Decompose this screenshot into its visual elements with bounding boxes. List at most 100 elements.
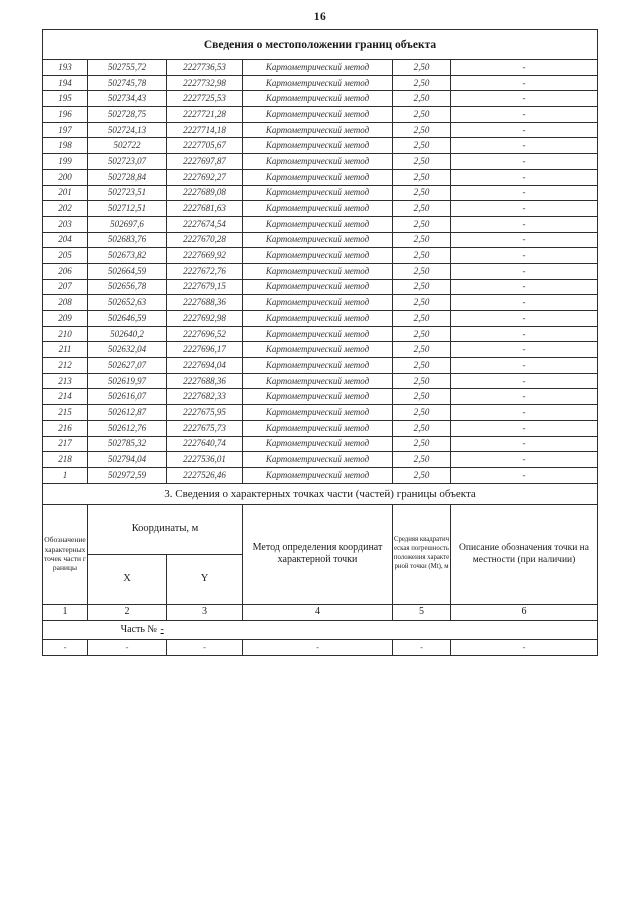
boundary-point-row: 196 502728,75 2227721,28 Картометрический м… — [42, 106, 599, 123]
table-cell: Картометрический метод — [242, 294, 393, 311]
table-cell: 213 — [42, 372, 88, 390]
table-cell: Картометрический метод — [242, 247, 393, 264]
table-cell: - — [242, 638, 393, 656]
boundary-point-row: 218 502794,04 2227536,01 Картометрический м… — [42, 451, 599, 468]
table-cell: - — [449, 294, 599, 311]
table-cell: Картометрический метод — [242, 451, 393, 468]
table-cell: Картометрический метод — [242, 372, 393, 390]
boundary-point-row: 217 502785,32 2227640,74 Картометрический м… — [42, 435, 599, 453]
table-cell: 2,50 — [392, 74, 451, 92]
table-cell: - — [449, 231, 599, 249]
part-label: Часть № — [120, 624, 157, 636]
table-cell: - — [449, 247, 599, 264]
table-cell: Картометрический метод — [242, 404, 393, 421]
table-cell: - — [449, 121, 599, 139]
table-cell: Картометрический метод — [242, 466, 393, 484]
table-cell: 2,50 — [392, 357, 451, 374]
table-cell: - — [449, 106, 599, 123]
table-cell: Картометрический метод — [242, 419, 393, 437]
table-cell: 2,50 — [392, 341, 451, 359]
table-cell: - — [449, 168, 599, 186]
table-cell: - — [449, 419, 599, 437]
table-cell: 502619,97 — [87, 372, 167, 390]
table-cell: Картометрический метод — [242, 278, 393, 296]
table-cell: Картометрический метод — [242, 388, 393, 406]
column-number: 5 — [392, 603, 451, 621]
table-cell: Картометрический метод — [242, 153, 393, 170]
table-cell: 502724,13 — [87, 121, 167, 139]
column-number-row: 1 2 3 4 5 6 — [42, 603, 599, 621]
table-cell: Картометрический метод — [242, 215, 393, 233]
header-description: Описание обозначения точки на местности … — [449, 503, 599, 605]
page-number: 16 — [313, 11, 327, 23]
table-cell: 2227714,18 — [166, 121, 243, 139]
table-cell: 1 — [42, 466, 88, 484]
table-cell: 2,50 — [392, 184, 451, 202]
table-cell: 2227681,63 — [166, 200, 243, 217]
table-cell: - — [449, 388, 599, 406]
boundary-table: Сведения о местоположении границ объекта… — [41, 29, 599, 656]
table-cell: 2227694,04 — [166, 357, 243, 374]
table-cell: 2227696,17 — [166, 341, 243, 359]
table-cell: - — [449, 372, 599, 390]
table-cell: 2,50 — [392, 404, 451, 421]
table-cell: 502697,6 — [87, 215, 167, 233]
table-cell: 502723,51 — [87, 184, 167, 202]
table-cell: Картометрический метод — [242, 310, 393, 327]
boundary-point-row: 1 502972,59 2227526,46 Картометрический мет… — [42, 466, 599, 484]
table-cell: 502612,76 — [87, 419, 167, 437]
boundary-point-row: 195 502734,43 2227725,53 Картометрический м… — [42, 90, 599, 108]
table-cell: 217 — [42, 435, 88, 453]
table-cell: - — [449, 184, 599, 202]
table-cell: 2,50 — [392, 466, 451, 484]
table-cell: - — [449, 215, 599, 233]
table-cell: - — [392, 638, 451, 656]
table-cell: 502734,43 — [87, 90, 167, 108]
column-number: 6 — [449, 603, 599, 621]
table-cell: 211 — [42, 341, 88, 359]
boundary-point-row: 198 502722 2227705,67 Картометрический мето… — [42, 137, 599, 155]
part-label-wrap: Часть № - — [44, 624, 243, 636]
table-cell: 2,50 — [392, 137, 451, 155]
table-cell: - — [449, 200, 599, 217]
table-cell: 502616,07 — [87, 388, 167, 406]
table-cell: 202 — [42, 200, 88, 217]
table-cell: Картометрический метод — [242, 341, 393, 359]
boundary-point-row: 212 502627,07 2227694,04 Картометрический м… — [42, 357, 599, 374]
table-cell: 212 — [42, 357, 88, 374]
table-cell: - — [449, 357, 599, 374]
table-cell: 2227692,27 — [166, 168, 243, 186]
boundary-point-row: 206 502664,59 2227672,76 Картометрический м… — [42, 262, 599, 280]
boundary-point-row: 216 502612,76 2227675,73 Картометрический м… — [42, 419, 599, 437]
table-cell: Картометрический метод — [242, 90, 393, 108]
table-cell: 2227732,98 — [166, 74, 243, 92]
part-row: Часть № - — [41, 619, 599, 640]
table-cell: - — [449, 278, 599, 296]
table-cell: 206 — [42, 262, 88, 280]
table-cell: 502972,59 — [87, 466, 167, 484]
table-cell: 502640,2 — [87, 325, 167, 343]
column-number: 3 — [166, 603, 243, 621]
table-cell: 2227688,36 — [166, 372, 243, 390]
table-cell: - — [449, 153, 599, 170]
table-cell: 2,50 — [392, 372, 451, 390]
boundary-points-body: 193 502755,72 2227736,53 Картометрический м… — [42, 59, 599, 484]
table-cell: 2,50 — [392, 153, 451, 170]
table-cell: 2227725,53 — [166, 90, 243, 108]
table-cell: 2,50 — [392, 106, 451, 123]
table-cell: 2227670,28 — [166, 231, 243, 249]
table-cell: Картометрический метод — [242, 74, 393, 92]
table-cell: 2227674,54 — [166, 215, 243, 233]
table-cell: 2,50 — [392, 90, 451, 108]
table-cell: 2,50 — [392, 294, 451, 311]
boundary-point-row: 210 502640,2 2227696,52 Картометрический ме… — [42, 325, 599, 343]
header-x: X — [87, 553, 167, 605]
table-cell: Картометрический метод — [242, 184, 393, 202]
table-cell: - — [449, 435, 599, 453]
table-cell: Картометрический метод — [242, 137, 393, 155]
table-cell: 2227721,28 — [166, 106, 243, 123]
table-cell: 203 — [42, 215, 88, 233]
table-cell: 207 — [42, 278, 88, 296]
table-cell: 2227675,95 — [166, 404, 243, 421]
